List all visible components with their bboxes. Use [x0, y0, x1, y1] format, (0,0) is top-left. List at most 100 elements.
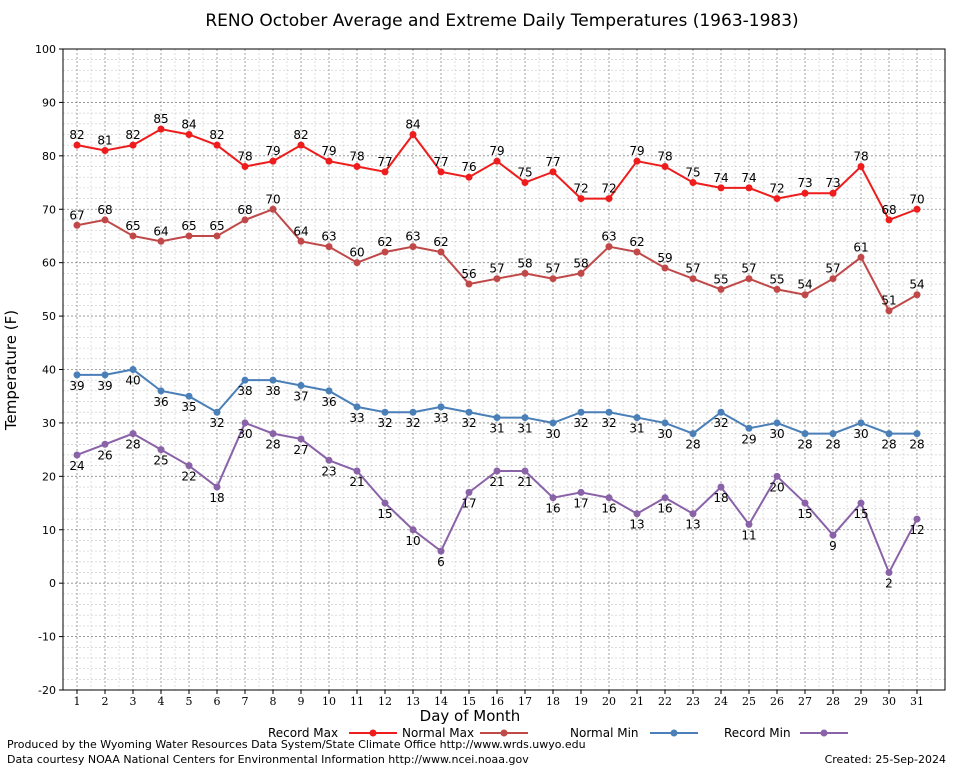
normal-min-data-label: 31 — [489, 422, 504, 436]
x-tick-label: 13 — [406, 695, 420, 708]
normal-min-point — [353, 403, 361, 411]
record-min-data-label: 21 — [517, 475, 532, 489]
y-tick-label: 10 — [42, 524, 56, 537]
normal-max-point — [549, 275, 557, 283]
normal-min-data-label: 31 — [517, 422, 532, 436]
normal-max-point — [325, 243, 333, 251]
normal-min-point — [409, 408, 417, 416]
record-max-data-label: 77 — [545, 155, 560, 169]
normal-max-data-label: 61 — [853, 240, 868, 254]
record-max-point — [101, 146, 109, 154]
normal-max-data-label: 57 — [489, 262, 504, 276]
x-tick-label: 20 — [602, 695, 616, 708]
record-min-point — [353, 467, 361, 475]
record-max-point — [829, 189, 837, 197]
legend-marker-record-min — [820, 729, 828, 737]
record-min-point — [549, 494, 557, 502]
record-min-data-label: 10 — [405, 534, 420, 548]
record-max-point — [493, 157, 501, 165]
record-min-point — [409, 526, 417, 534]
normal-max-point — [661, 264, 669, 272]
y-tick-label: -20 — [38, 684, 56, 697]
normal-max-data-label: 55 — [713, 272, 728, 286]
normal-max-point — [493, 275, 501, 283]
record-max-point — [549, 168, 557, 176]
normal-min-data-label: 37 — [293, 390, 308, 404]
normal-min-point — [773, 419, 781, 427]
record-max-data-label: 81 — [97, 133, 112, 147]
normal-min-data-label: 33 — [349, 411, 364, 425]
x-tick-label: 8 — [270, 695, 277, 708]
x-tick-label: 2 — [102, 695, 109, 708]
record-max-data-label: 70 — [909, 192, 924, 206]
normal-max-point — [717, 285, 725, 293]
normal-min-data-label: 32 — [461, 416, 476, 430]
y-tick-label: 70 — [42, 203, 56, 216]
legend-label-record-min: Record Min — [724, 726, 791, 740]
x-tick-label: 3 — [130, 695, 137, 708]
record-max-point — [213, 141, 221, 149]
normal-min-data-label: 30 — [657, 427, 672, 441]
x-tick-label: 15 — [462, 695, 476, 708]
normal-min-point — [857, 419, 865, 427]
y-tick-label: 0 — [49, 577, 56, 590]
normal-min-point — [73, 371, 81, 379]
normal-min-data-label: 32 — [405, 416, 420, 430]
record-min-point — [213, 483, 221, 491]
y-axis-label: Temperature (F) — [2, 310, 20, 431]
chart-title: RENO October Average and Extreme Daily T… — [205, 11, 798, 31]
normal-min-point — [661, 419, 669, 427]
normal-max-data-label: 62 — [629, 235, 644, 249]
record-max-data-label: 79 — [265, 144, 280, 158]
x-tick-label: 16 — [490, 695, 504, 708]
x-tick-label: 23 — [686, 695, 700, 708]
record-max-point — [745, 184, 753, 192]
record-max-data-label: 79 — [629, 144, 644, 158]
record-min-point — [437, 547, 445, 555]
record-max-point — [129, 141, 137, 149]
normal-min-point — [521, 414, 529, 422]
normal-min-point — [437, 403, 445, 411]
record-min-data-label: 24 — [69, 459, 84, 473]
normal-max-data-label: 54 — [909, 278, 924, 292]
x-tick-label: 21 — [630, 695, 644, 708]
x-tick-label: 24 — [714, 695, 728, 708]
normal-min-point — [577, 408, 585, 416]
normal-min-point — [605, 408, 613, 416]
record-max-point — [157, 125, 165, 133]
normal-min-data-label: 28 — [909, 438, 924, 452]
record-min-point — [325, 456, 333, 464]
record-max-data-label: 75 — [685, 166, 700, 180]
normal-min-data-label: 39 — [69, 379, 84, 393]
record-max-point — [521, 179, 529, 187]
normal-min-data-label: 31 — [629, 422, 644, 436]
x-axis-label: Day of Month — [420, 707, 521, 725]
y-tick-label: 50 — [42, 310, 56, 323]
record-min-point — [101, 440, 109, 448]
x-tick-label: 7 — [242, 695, 249, 708]
normal-min-data-label: 32 — [601, 416, 616, 430]
normal-max-data-label: 63 — [601, 230, 616, 244]
record-max-data-label: 74 — [741, 171, 756, 185]
normal-min-data-label: 33 — [433, 411, 448, 425]
record-max-data-label: 72 — [601, 182, 616, 196]
record-min-point — [157, 446, 165, 454]
normal-min-point — [465, 408, 473, 416]
normal-min-data-label: 39 — [97, 379, 112, 393]
normal-min-data-label: 32 — [209, 416, 224, 430]
record-min-data-label: 30 — [237, 427, 252, 441]
normal-max-point — [885, 307, 893, 315]
normal-max-point — [353, 259, 361, 267]
normal-max-data-label: 57 — [825, 262, 840, 276]
x-tick-label: 18 — [546, 695, 560, 708]
normal-min-data-label: 28 — [797, 438, 812, 452]
record-min-point — [857, 499, 865, 507]
y-tick-label: 40 — [42, 364, 56, 377]
record-max-point — [801, 189, 809, 197]
normal-min-data-label: 28 — [881, 438, 896, 452]
normal-max-point — [381, 248, 389, 256]
legend-label-normal-max: Normal Max — [402, 726, 474, 740]
x-tick-label: 22 — [658, 695, 672, 708]
normal-min-data-label: 30 — [769, 427, 784, 441]
